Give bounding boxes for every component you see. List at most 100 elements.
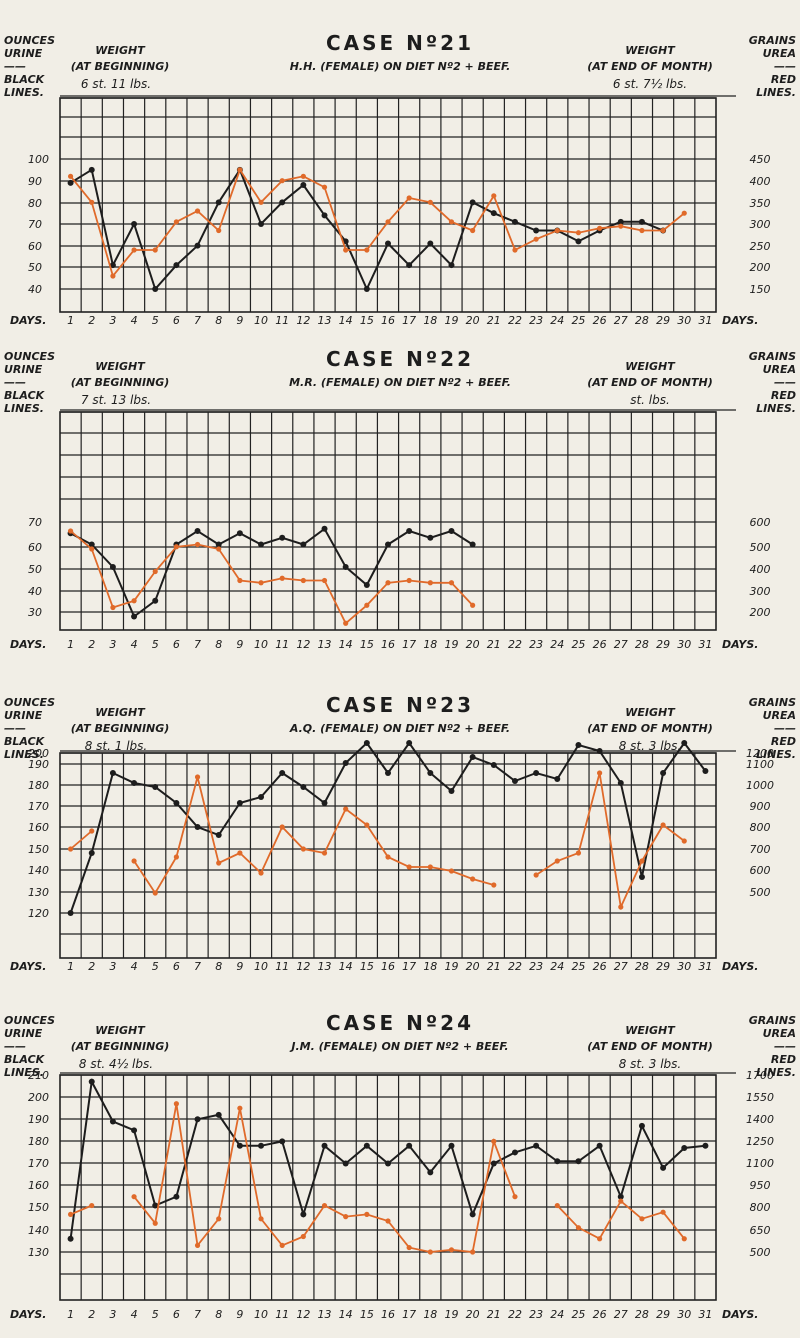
urine-data-point [215, 1111, 222, 1118]
right-tick-label: 1000 [746, 779, 774, 792]
urine-data-point [258, 1142, 265, 1149]
urea-series-line [70, 1204, 93, 1216]
day-tick-label: 16 [381, 638, 395, 651]
day-tick-label: 24 [550, 960, 564, 973]
urine-data-point [575, 238, 582, 245]
day-tick-label: 2 [88, 314, 95, 327]
urea-data-point [660, 227, 666, 234]
weight-begin-caption: (AT BEGINNING) [71, 1040, 170, 1053]
legend-right-line: GRAINS [749, 34, 796, 47]
urea-data-point [237, 1105, 243, 1111]
urine-data-point [152, 784, 159, 790]
urine-data-point [638, 874, 645, 880]
left-tick-label: 170 [28, 1157, 49, 1170]
left-tick-label: 30 [28, 606, 42, 619]
right-tick-label: 600 [750, 864, 771, 877]
day-tick-label: 30 [677, 1308, 691, 1321]
day-tick-label: 17 [402, 960, 416, 973]
urea-data-point [173, 544, 179, 550]
left-tick-label: 90 [28, 175, 42, 188]
legend-right-line: UREA [763, 47, 796, 60]
day-tick-label: 27 [614, 1308, 628, 1321]
left-tick-label: 130 [28, 1246, 49, 1259]
urea-series-line [69, 167, 685, 278]
day-tick-label: 26 [593, 960, 607, 973]
urine-data-point [109, 1118, 116, 1125]
urine-data-point [406, 740, 413, 746]
urine-data-point [681, 740, 688, 746]
left-tick-label: 200 [28, 1091, 49, 1104]
day-tick-label: 27 [614, 960, 628, 973]
legend-left-line: URINE [4, 363, 43, 376]
urea-data-point [385, 219, 391, 225]
left-tick-label: 130 [28, 886, 49, 899]
urea-data-point [237, 167, 243, 173]
day-tick-label: 2 [88, 638, 95, 651]
day-tick-label: 8 [215, 1308, 222, 1321]
weight-end-value: st. lbs. [630, 393, 670, 407]
day-tick-label: 21 [487, 1308, 501, 1321]
day-tick-label: 4 [131, 1308, 138, 1321]
weight-end-label: WEIGHT [625, 44, 676, 57]
day-tick-label: 1 [67, 638, 74, 651]
urea-data-point [554, 858, 560, 864]
day-tick-label: 28 [635, 960, 649, 973]
urea-data-point [89, 199, 95, 205]
urea-data-point [533, 236, 539, 242]
day-tick-label: 6 [173, 314, 180, 327]
day-tick-label: 23 [529, 1308, 543, 1321]
weight-begin-label: WEIGHT [95, 1024, 146, 1037]
day-tick-label: 20 [466, 638, 480, 651]
urine-data-point [511, 1149, 518, 1156]
left-tick-label: 170 [28, 800, 49, 813]
day-tick-label: 7 [194, 314, 201, 327]
urea-data-point [406, 195, 412, 201]
legend-right-line: RED [771, 1053, 796, 1066]
day-tick-label: 31 [698, 638, 712, 651]
day-tick-label: 29 [656, 1308, 670, 1321]
urea-data-point [406, 1244, 412, 1251]
day-tick-label: 2 [88, 1308, 95, 1321]
right-tick-label: 500 [750, 541, 771, 554]
day-tick-label: 18 [423, 314, 437, 327]
day-tick-label: 6 [173, 638, 180, 651]
urine-data-point [406, 528, 413, 534]
chart-subtitle: J.M. (FEMALE) ON DIET Nº2 + BEEF. [289, 1040, 508, 1053]
urea-data-point [385, 854, 391, 860]
chart-title: CASE Nº22 [326, 347, 474, 371]
day-tick-label: 10 [254, 638, 268, 651]
day-tick-label: 28 [635, 638, 649, 651]
day-tick-label: 16 [381, 1308, 395, 1321]
day-tick-label: 12 [296, 638, 310, 651]
urine-data-point [681, 1145, 688, 1152]
urine-data-point [533, 227, 540, 234]
day-tick-label: 8 [215, 314, 222, 327]
left-tick-label: 60 [28, 240, 42, 253]
urea-data-point [258, 580, 264, 586]
left-tick-label: 210 [28, 1069, 49, 1082]
day-tick-label: 19 [444, 1308, 458, 1321]
urine-data-point [109, 564, 116, 570]
day-tick-label: 28 [635, 314, 649, 327]
urea-data-point [110, 604, 116, 611]
day-tick-label: 18 [423, 1308, 437, 1321]
day-tick-label: 17 [402, 1308, 416, 1321]
weight-begin-label: WEIGHT [95, 44, 146, 57]
urea-data-point [67, 1211, 74, 1217]
legend-left-line: BLACK [4, 73, 46, 86]
day-tick-label: 25 [571, 314, 585, 327]
legend-right-line: —— [774, 376, 796, 389]
right-tick-label: 650 [750, 1224, 771, 1237]
urea-data-point [427, 1249, 433, 1255]
day-tick-label: 3 [109, 960, 116, 973]
day-tick-label: 8 [215, 960, 222, 973]
urine-data-point [300, 541, 307, 548]
urea-data-point [216, 860, 222, 866]
urine-data-point [215, 832, 222, 838]
day-tick-label: 19 [444, 960, 458, 973]
weight-end-value: 8 st. 3 lbs. [619, 739, 682, 753]
urine-data-point [236, 530, 243, 537]
weight-end-label: WEIGHT [625, 1024, 676, 1037]
legend-left-line: URINE [4, 709, 43, 722]
